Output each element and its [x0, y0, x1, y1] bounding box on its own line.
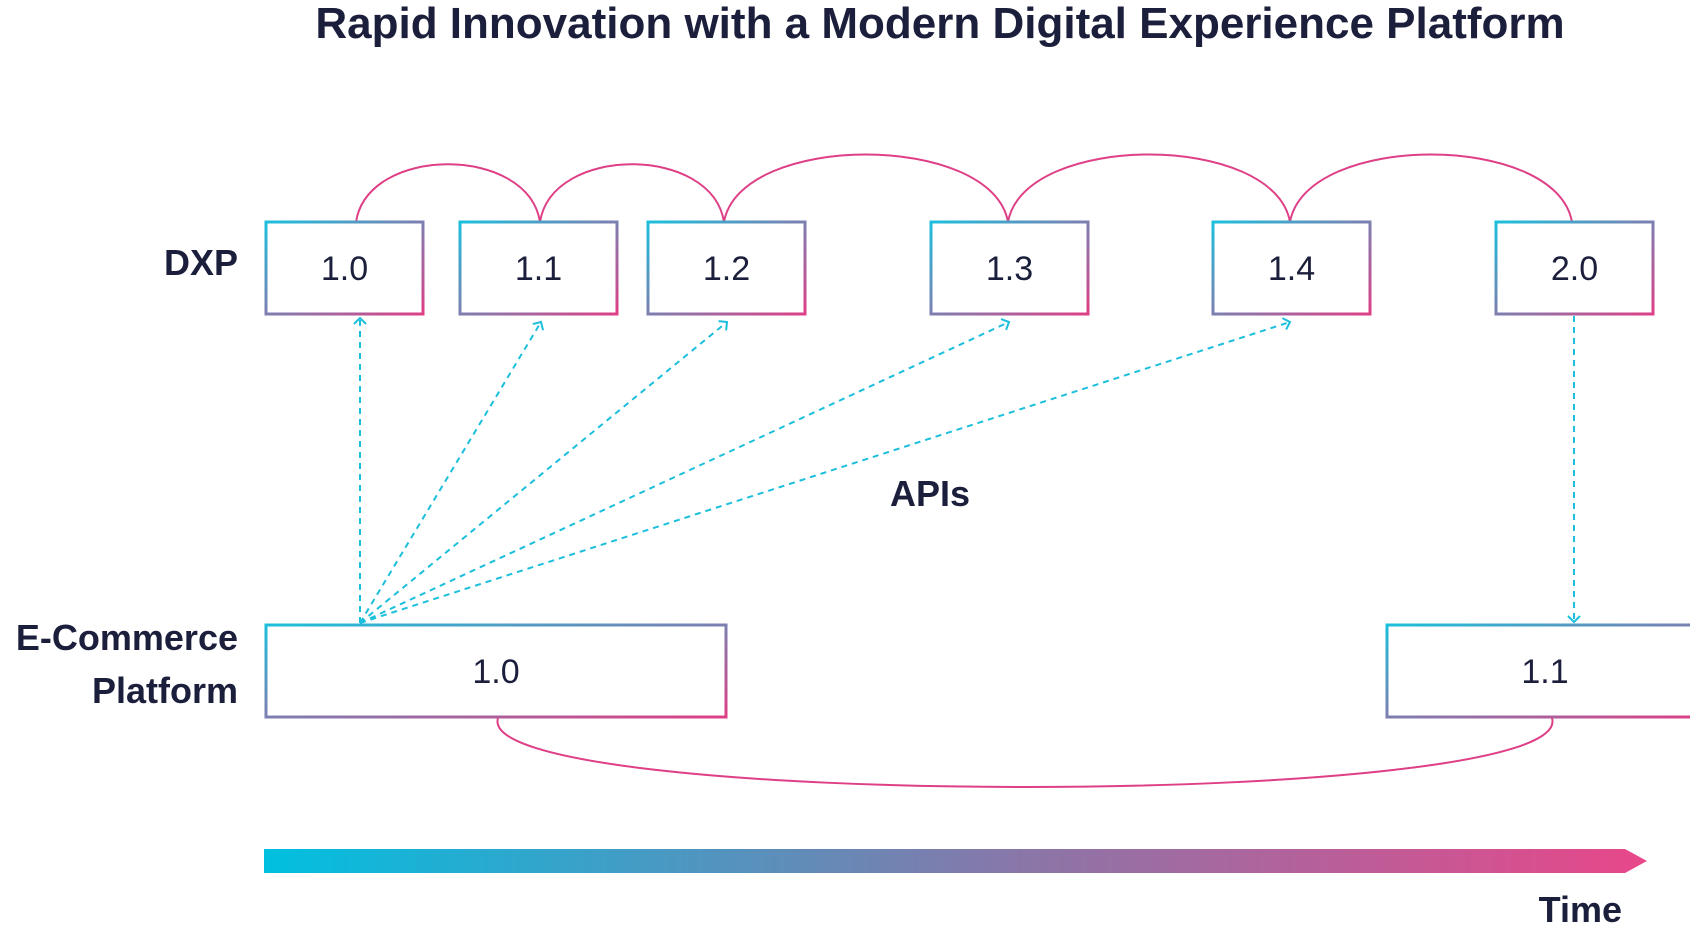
dxp-version-label: 1.3 [986, 250, 1033, 288]
time-arrow [264, 849, 1647, 873]
ecommerce-version-box: 1.1 [1385, 623, 1690, 719]
dxp-version-label: 1.2 [703, 250, 750, 288]
dxp-arc-1 [355, 163, 541, 223]
api-arrow [359, 317, 1292, 624]
time-label: Time [1539, 889, 1622, 929]
dxp-version-box: 1.4 [1211, 220, 1372, 316]
dxp-version-label: 1.4 [1268, 250, 1315, 288]
api-arrow [359, 318, 1011, 624]
api-arrows [353, 316, 1581, 624]
dxp-arc-5 [1289, 153, 1573, 223]
diagram-title: Rapid Innovation with a Modern Digital E… [315, 0, 1564, 48]
ecommerce-version-label: 1.0 [472, 653, 519, 691]
ecommerce-version-box: 1.0 [264, 623, 728, 719]
ecommerce-version-label: 1.1 [1521, 653, 1568, 691]
api-arrow [359, 320, 729, 624]
ecommerce-row-label-line1: E-Commerce [16, 617, 238, 658]
dxp-arc-3 [723, 153, 1009, 223]
dxp-version-label: 1.1 [515, 250, 562, 288]
dxp-version-label: 1.0 [321, 250, 368, 288]
dxp-version-boxes: 1.0 1.1 1.2 1.3 1.4 2.0 [264, 220, 1655, 316]
apis-label: APIs [890, 473, 970, 514]
dxp-release-arcs [355, 153, 1573, 223]
ecommerce-version-boxes: 1.0 1.1 [264, 623, 1690, 719]
dxp-arc-4 [1007, 153, 1291, 223]
dxp-version-label: 2.0 [1551, 250, 1598, 288]
dxp-arc-2 [539, 163, 725, 223]
dxp-row-label: DXP [164, 242, 238, 283]
ecommerce-release-arc [496, 717, 1554, 788]
dxp-version-box: 2.0 [1494, 220, 1655, 316]
dxp-version-box: 1.2 [646, 220, 807, 316]
dxp-version-box: 1.3 [929, 220, 1090, 316]
dxp-version-box: 1.1 [458, 220, 619, 316]
dxp-version-box: 1.0 [264, 220, 425, 316]
api-arrow [359, 320, 545, 624]
ecommerce-row-label-line2: Platform [92, 670, 238, 711]
